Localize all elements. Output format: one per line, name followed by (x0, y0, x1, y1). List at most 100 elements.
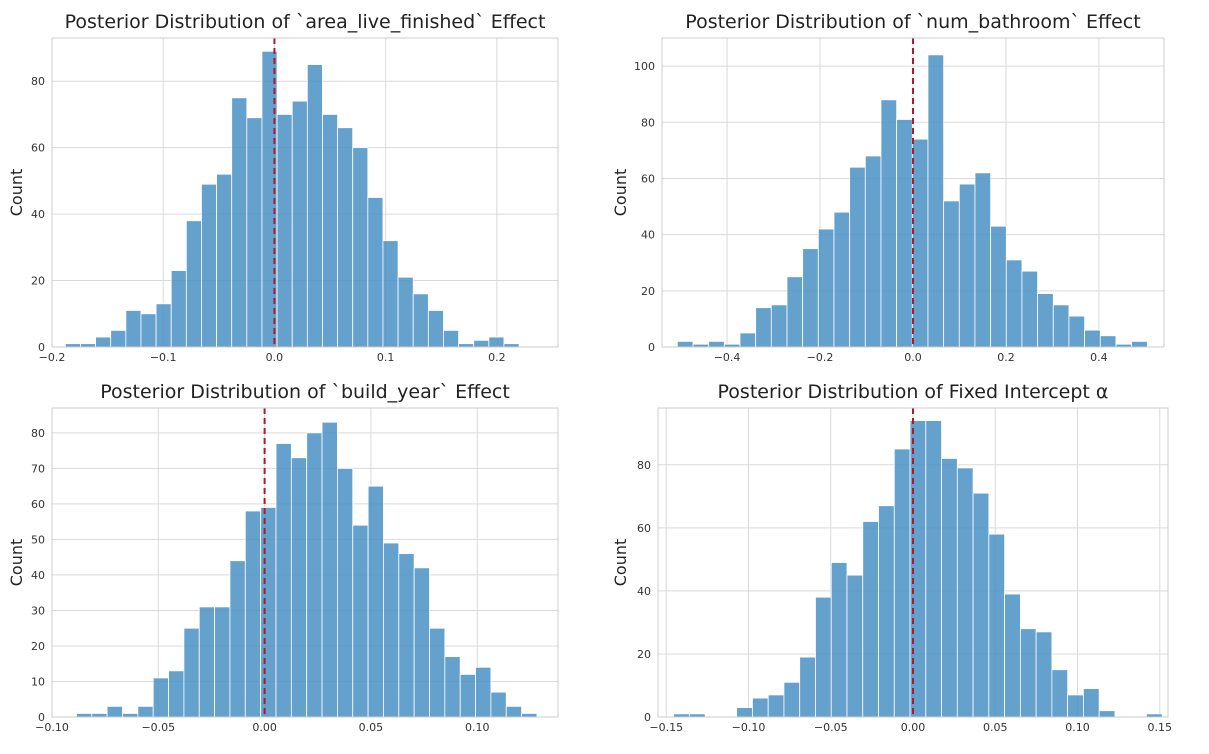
histogram-bar (137, 705, 154, 718)
y-tick-label: 30 (31, 604, 45, 617)
x-tick-label: −0.05 (814, 721, 848, 734)
histogram-bar (106, 705, 123, 718)
histogram-bar (413, 567, 430, 718)
x-tick-label: −0.4 (714, 351, 741, 364)
y-tick-label: 60 (637, 522, 651, 535)
histogram-bar (1131, 340, 1148, 348)
x-tick-label: 0.10 (1065, 721, 1090, 734)
histogram-bar (322, 114, 338, 348)
chart-fixed-intercept: −0.15 −0.10 −0.05 0.00 0.05 0.10 0.15 0 20 40 60 80… (604, 377, 1204, 754)
histogram-bar (755, 307, 772, 348)
histogram-bar (473, 339, 490, 348)
histogram-bar (833, 211, 851, 348)
histogram-bar (76, 713, 93, 718)
histogram-bar (383, 542, 400, 718)
y-tick-label: 20 (31, 275, 45, 288)
x-tick-label: 0.0 (266, 351, 284, 364)
x-tick-label: 0.00 (901, 721, 926, 734)
histogram-bar (1004, 593, 1021, 718)
histogram-bar (260, 507, 277, 718)
histogram-bar (291, 100, 308, 348)
histogram-bar (412, 293, 429, 348)
x-tick-label: 0.05 (359, 721, 384, 734)
histogram-bar (382, 240, 399, 348)
plot-frame (657, 407, 1169, 718)
histogram-bar (676, 340, 694, 348)
y-tick-label: 80 (637, 459, 651, 472)
histogram-bar (306, 432, 323, 718)
histogram-bar (229, 560, 246, 718)
histogram-bar (444, 656, 461, 718)
histogram-bar (125, 310, 142, 348)
x-tick-label: 0.10 (465, 721, 490, 734)
y-tick-label: 100 (634, 60, 655, 73)
histogram-bar (1067, 694, 1084, 718)
y-axis-label: Count (611, 169, 630, 217)
histogram-bar (830, 562, 848, 718)
y-tick-label: 40 (31, 208, 45, 221)
histogram-bar (893, 448, 911, 718)
histogram-bar (170, 270, 187, 348)
y-tick-label: 40 (641, 229, 655, 242)
histogram-bar (846, 574, 864, 718)
histogram-bar (925, 420, 942, 718)
x-tick-label: 0.0 (904, 351, 922, 364)
histogram-bar (276, 114, 293, 348)
chart-title: Posterior Distribution of `build_year` E… (100, 381, 510, 403)
y-tick-label: 60 (641, 172, 655, 185)
histogram-bar (767, 694, 785, 718)
y-tick-label: 20 (637, 648, 651, 661)
y-tick-label: 0 (644, 711, 651, 724)
histogram-bar (398, 553, 415, 718)
histogram-bar (337, 467, 354, 718)
histogram-bar (352, 147, 369, 348)
histogram-bar (911, 138, 929, 348)
histogram-bar (1051, 669, 1069, 718)
x-tick-label: 0.1 (377, 351, 395, 364)
histogram-bar (367, 197, 384, 348)
histogram-bar (1035, 631, 1053, 718)
x-tick-label: 0.00 (252, 721, 277, 734)
histogram-bar (1005, 259, 1023, 348)
y-axis-label: Count (7, 539, 26, 587)
chart-title: Posterior Distribution of `area_live_fin… (65, 11, 546, 33)
x-tick-label: −0.05 (141, 721, 175, 734)
chart-svg-num-bathroom: −0.4 −0.2 0.0 0.2 0.4 0 20 40 60 80 100 Posterior D… (611, 11, 1165, 364)
y-axis-label: Count (7, 169, 26, 217)
y-tick-label: 80 (31, 75, 45, 88)
x-tick-label: 0.2 (997, 351, 1015, 364)
histogram-bar (1021, 270, 1039, 348)
x-tick-label: −0.10 (732, 721, 766, 734)
histogram-bar (880, 99, 898, 348)
histogram-bar (736, 707, 753, 718)
histogram-bar (168, 670, 185, 718)
x-tick-label: 0.15 (1148, 721, 1173, 734)
histogram-bar (91, 713, 108, 718)
histogram-bar (505, 705, 523, 718)
histogram-bar (990, 225, 1007, 348)
histogram-bar (275, 443, 292, 718)
histogram-bar (1068, 315, 1086, 348)
histogram-bar (1037, 293, 1054, 348)
histogram-bar (216, 173, 233, 348)
histogram-bar (290, 457, 308, 718)
y-axis-label: Count (611, 539, 630, 587)
y-tick-label: 60 (31, 498, 45, 511)
x-tick-label: −0.10 (35, 721, 69, 734)
histogram-bar (958, 183, 976, 348)
histogram-bar (972, 492, 990, 718)
x-tick-label: −0.15 (649, 721, 683, 734)
chart-title: Posterior Distribution of Fixed Intercep… (718, 381, 1109, 403)
y-tick-label: 20 (641, 285, 655, 298)
histogram-bar (306, 64, 323, 348)
y-tick-label: 60 (31, 142, 45, 155)
histogram-bar (140, 313, 157, 348)
histogram-bar (521, 713, 538, 718)
histogram-bar (95, 336, 112, 348)
y-tick-label: 10 (31, 675, 45, 688)
plot-frame (661, 37, 1165, 348)
chart-num-bathroom: −0.4 −0.2 0.0 0.2 0.4 0 20 40 60 80 100 Posterior D… (604, 0, 1204, 377)
y-tick-label: 80 (31, 427, 45, 440)
histogram-bar (475, 666, 492, 718)
y-tick-label: 0 (38, 341, 45, 354)
